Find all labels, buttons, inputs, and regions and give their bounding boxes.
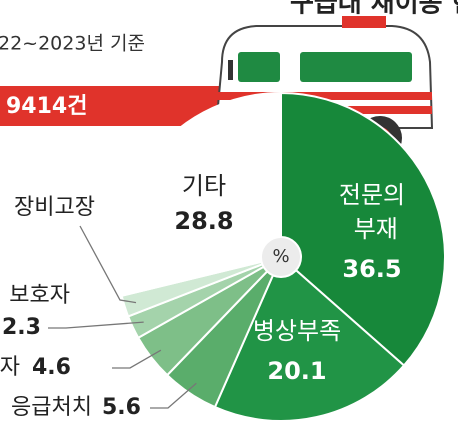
center-label: % xyxy=(272,246,289,267)
pie: % xyxy=(116,91,446,422)
pie-slice xyxy=(213,255,406,422)
pie-slice xyxy=(116,91,282,297)
leader-line xyxy=(112,349,162,369)
category-label: 장비고장 xyxy=(14,195,95,220)
category-label: 기타 xyxy=(182,172,226,200)
center-circle xyxy=(260,236,302,278)
leader-line xyxy=(150,382,197,409)
value-label: 20.1 xyxy=(267,357,326,385)
leader-line xyxy=(48,321,144,329)
value-label: 4.6 xyxy=(32,355,71,380)
title: 구급대 재이송 현황 xyxy=(290,0,458,19)
category-label: 전문의 부재 xyxy=(339,181,405,243)
pie-slice xyxy=(280,91,446,367)
category-label: 응급처치 xyxy=(11,395,92,420)
category-label: 보호자 xyxy=(9,283,70,308)
leader-line xyxy=(79,225,137,304)
category-label: 자 xyxy=(0,355,20,380)
total-label: 9414건 xyxy=(6,94,87,119)
value-label: 28.8 xyxy=(174,207,233,235)
value-label: 36.5 xyxy=(342,255,401,283)
category-label: 병상부족 xyxy=(253,317,341,345)
subtitle: 22~2023년 기준 xyxy=(0,33,145,55)
value-label: 2.3 xyxy=(2,315,41,340)
value-label: 5.6 xyxy=(102,395,141,420)
